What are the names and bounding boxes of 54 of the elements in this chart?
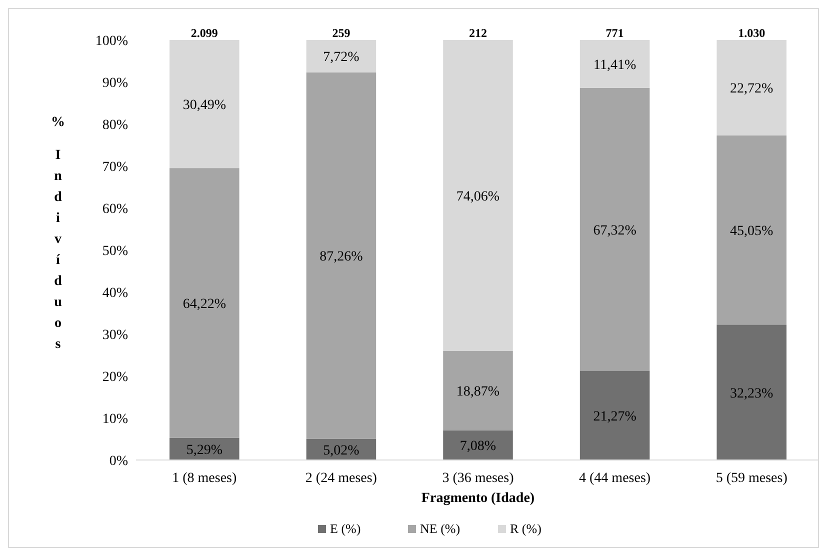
data-label: 30,49%	[182, 98, 226, 114]
bar	[306, 72, 376, 439]
data-label: 45,05%	[730, 224, 774, 240]
y-tick-label: 10%	[102, 412, 128, 427]
data-label: 5,02%	[323, 443, 360, 458]
y-tick-label: 90%	[102, 76, 128, 91]
y-tick-label: 0%	[109, 454, 128, 469]
legend-label: NE (%)	[420, 521, 460, 536]
bar	[716, 324, 786, 460]
data-label: 32,23%	[730, 386, 774, 402]
annotation: 2.099	[190, 26, 218, 40]
data-label: 18,87%	[456, 384, 500, 400]
y-tick-label: 60%	[102, 202, 128, 217]
x-tick-label: 4 (44 meses)	[579, 471, 651, 486]
annotation: 259	[332, 26, 350, 40]
annotation: 771	[606, 26, 624, 40]
x-tick-label: 2 (24 meses)	[305, 471, 378, 486]
bar	[580, 88, 650, 371]
legend-label: R (%)	[510, 521, 542, 536]
bar	[443, 351, 513, 430]
x-tick-label: 3 (36 meses)	[442, 471, 514, 486]
data-label: 64,22%	[182, 296, 226, 312]
bar	[580, 370, 650, 460]
x-axis-title: Fragmento (Idade)	[421, 491, 535, 506]
data-label: 87,26%	[320, 250, 364, 265]
legend-label: E (%)	[330, 521, 361, 536]
bar	[443, 40, 513, 352]
bar	[170, 40, 240, 168]
data-label: 11,41%	[593, 58, 636, 73]
text: % Indivíduos	[51, 115, 65, 352]
bar	[716, 135, 786, 325]
data-label: 5,29%	[186, 442, 223, 458]
y-tick-label: 40%	[102, 286, 128, 301]
y-tick-label: 50%	[102, 244, 128, 259]
y-tick-label: 20%	[102, 370, 128, 385]
annotation: 1.030	[738, 26, 766, 40]
data-label: 74,06%	[456, 189, 500, 204]
bar	[580, 40, 650, 88]
x-tick-label: 1 (8 meses)	[172, 471, 238, 486]
y-tick-label: 30%	[102, 328, 128, 343]
data-label: 67,32%	[593, 223, 637, 238]
data-label: 7,72%	[323, 50, 360, 66]
y-tick-label: 80%	[102, 118, 128, 133]
y-tick-label: 100%	[95, 34, 128, 49]
bar	[170, 168, 240, 438]
y-tick-label: 70%	[102, 160, 128, 175]
data-label: 7,08%	[460, 439, 496, 454]
x-tick-label: 5 (59 meses)	[716, 471, 788, 486]
annotation: 212	[469, 26, 487, 40]
bar	[306, 40, 376, 72]
data-label: 21,27%	[593, 409, 637, 424]
data-label: 22,72%	[730, 82, 774, 97]
bar	[443, 430, 513, 460]
bar	[716, 40, 786, 136]
